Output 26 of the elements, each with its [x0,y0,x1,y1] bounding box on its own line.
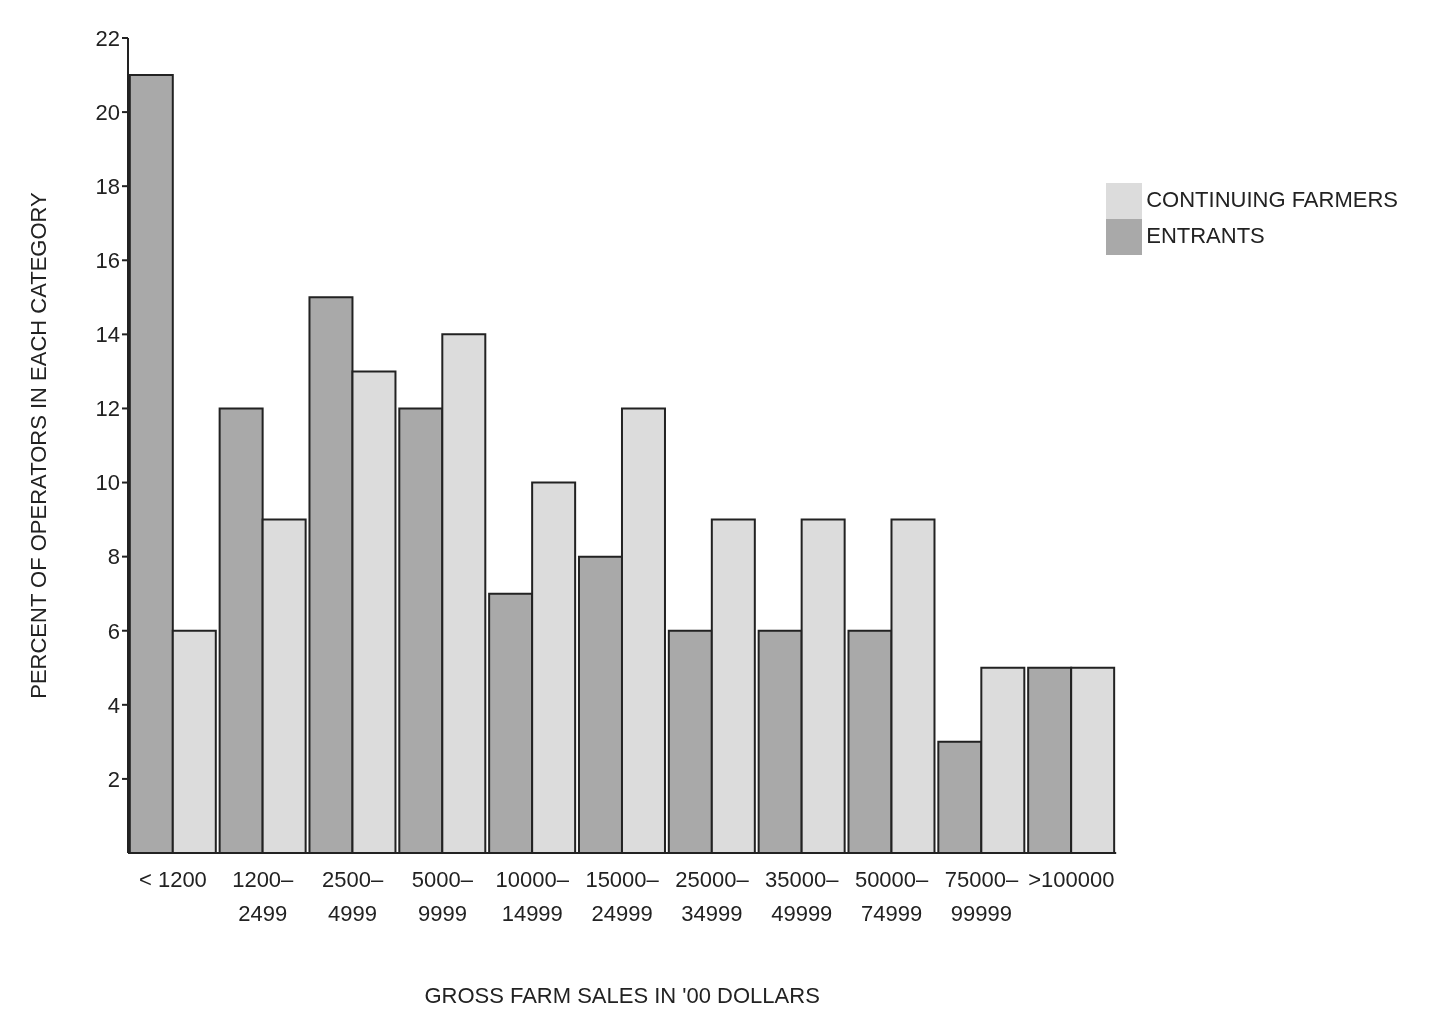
x-tick-label: 1200–2499 [232,867,295,926]
x-tick-label: 35000–49999 [765,867,840,926]
y-tick-label: 10 [95,470,120,496]
y-axis-title: PERCENT OF OPERATORS IN EACH CATEGORY [25,191,51,699]
x-axis-title: GROSS FARM SALES IN '00 DOLLARS [424,983,820,1008]
legend-label: CONTINUING FARMERS [1146,186,1398,212]
y-tick-label: 6 [107,618,120,644]
y-tick-label: 2 [107,766,120,792]
y-tick-label: 8 [107,544,120,570]
x-tick-label: 75000–99999 [944,867,1019,926]
y-tick-label: 18 [95,173,120,199]
x-tick-label: 15000–24999 [585,867,660,926]
x-tick-label: 5000–9999 [411,867,474,926]
x-tick-label: 10000–14999 [495,867,570,926]
y-tick-label: 14 [95,322,120,348]
y-tick-label: 12 [95,396,120,422]
x-tick-label: 2500–4999 [322,867,384,926]
y-tick-label: 4 [107,692,120,718]
x-tick-label: >100000 [1028,867,1115,892]
y-tick-label: 16 [95,248,120,274]
legend-label: ENTRANTS [1146,222,1265,248]
x-tick-label: 50000–74999 [854,867,930,926]
x-tick-label: 25000–34999 [675,867,750,926]
x-tick-label: < 1200 [138,867,207,892]
y-tick-label: 20 [95,99,120,125]
y-tick-label: 22 [95,25,120,51]
